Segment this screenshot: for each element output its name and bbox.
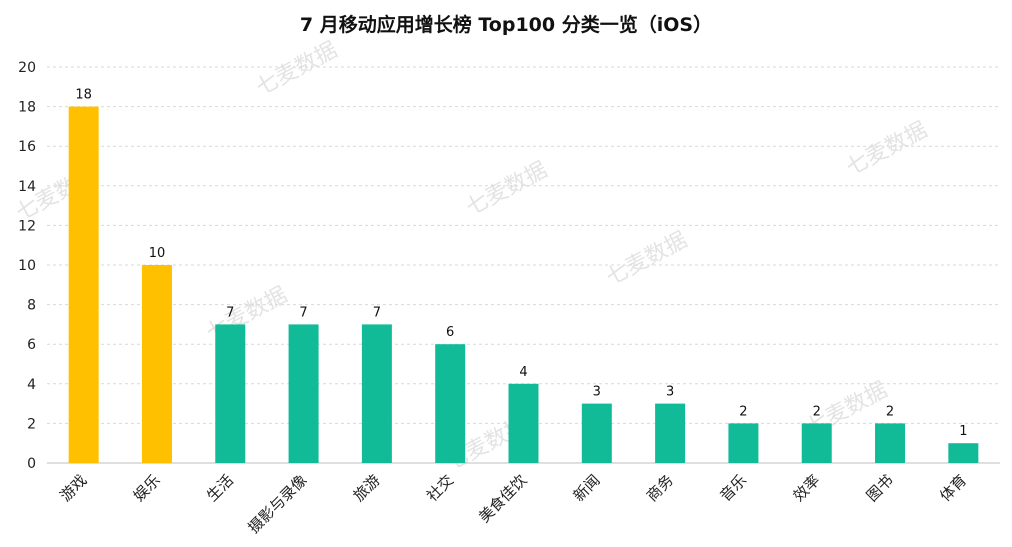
x-axis: 游戏 娱乐 生活 摄影与录像 旅游 社交 美食佳饮 新闻 商务 音乐 效率 图书 体育 (57, 471, 971, 537)
x-tick-label: 娱乐 (130, 471, 164, 505)
bar (948, 443, 979, 463)
x-tick-label: 效率 (790, 471, 824, 505)
data-label: 3 (666, 385, 674, 400)
bar (361, 324, 392, 463)
watermark-text: 七麦数据 (602, 228, 691, 291)
y-tick-label: 18 (18, 100, 36, 116)
bar (801, 423, 832, 463)
y-tick-label: 6 (27, 337, 36, 353)
y-tick-label: 8 (27, 298, 36, 314)
x-tick-label: 美食佳饮 (475, 471, 530, 526)
x-tick-label: 音乐 (716, 471, 750, 505)
x-tick-label: 商务 (643, 471, 677, 505)
y-tick-label: 20 (18, 60, 36, 76)
bar (655, 403, 686, 463)
x-tick-label: 体育 (936, 471, 970, 505)
data-label: 18 (75, 88, 92, 103)
y-tick-label: 0 (27, 456, 36, 472)
data-label: 2 (739, 404, 747, 419)
bar (288, 324, 319, 463)
x-tick-label: 生活 (203, 471, 237, 505)
data-label: 2 (813, 404, 821, 419)
bar (141, 265, 172, 463)
data-label: 2 (886, 404, 894, 419)
watermark-text: 七麦数据 (252, 38, 341, 101)
data-label: 7 (299, 305, 307, 320)
bar (215, 324, 246, 463)
data-label: 1 (959, 424, 967, 439)
y-tick-label: 16 (18, 139, 36, 155)
x-tick-label: 新闻 (570, 471, 604, 505)
data-labels: 18 10 7 7 7 6 4 3 3 2 2 2 1 (75, 88, 967, 440)
watermark-text: 七麦数据 (462, 158, 551, 221)
x-tick-label: 社交 (423, 471, 457, 505)
y-tick-label: 14 (18, 179, 36, 195)
y-tick-label: 12 (18, 218, 36, 234)
x-tick-label: 摄影与录像 (245, 471, 311, 537)
data-label: 7 (373, 305, 381, 320)
bar (728, 423, 759, 463)
chart-title: 7 月移动应用增长榜 Top100 分类一览（iOS） (299, 14, 713, 36)
y-tick-label: 10 (18, 258, 36, 274)
data-label: 6 (446, 325, 454, 340)
data-label: 4 (519, 365, 527, 380)
watermark-text: 七麦数据 (842, 118, 931, 181)
bar (435, 344, 466, 463)
bar (581, 403, 612, 463)
bars (68, 106, 979, 463)
data-label: 10 (149, 246, 166, 261)
bar (68, 106, 99, 463)
y-tick-label: 4 (27, 377, 36, 393)
bar (875, 423, 906, 463)
data-label: 3 (593, 385, 601, 400)
x-tick-label: 旅游 (350, 471, 384, 505)
bar (508, 383, 539, 463)
x-tick-label: 图书 (863, 471, 897, 505)
y-tick-label: 2 (27, 416, 36, 432)
x-tick-label: 游戏 (57, 471, 91, 505)
y-axis: 0 2 4 6 8 10 12 14 16 18 20 (18, 60, 36, 472)
data-label: 7 (226, 305, 234, 320)
